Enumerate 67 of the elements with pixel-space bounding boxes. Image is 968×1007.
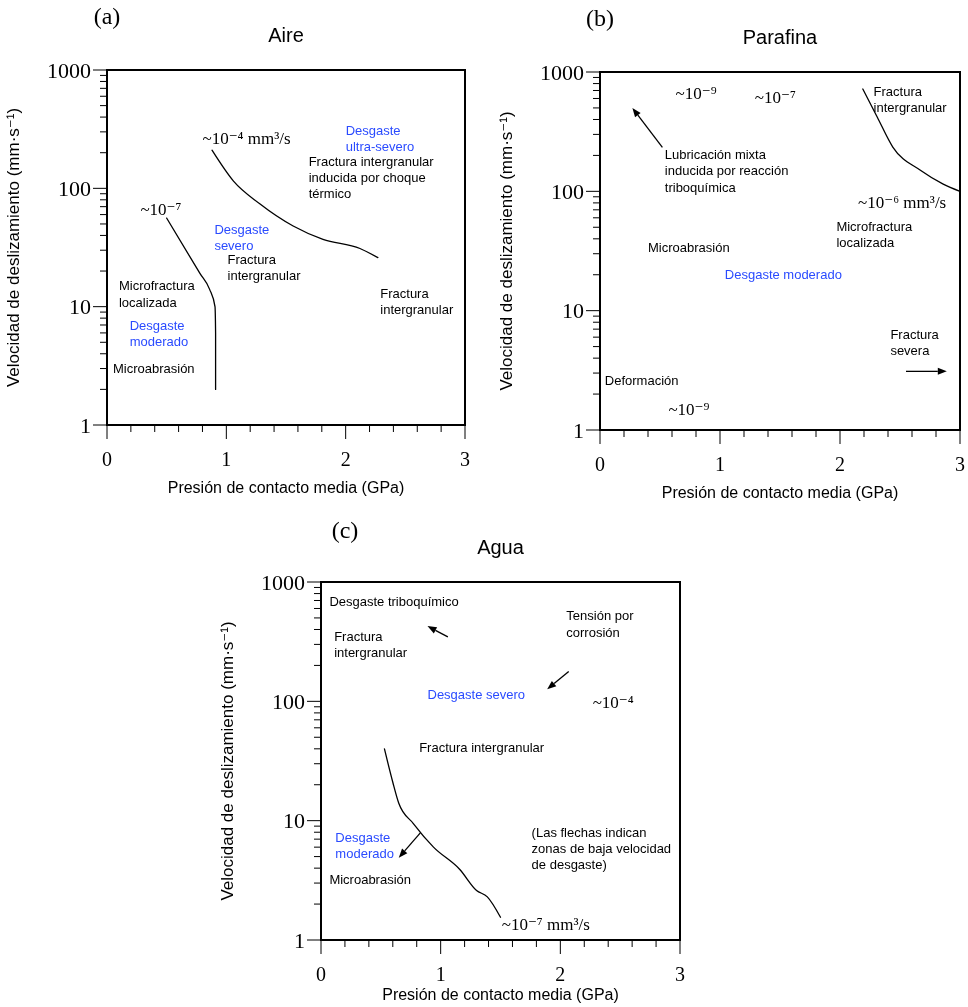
x-tick-label: 0	[102, 448, 112, 470]
y-tick-label: 1	[294, 927, 305, 953]
y-axis-title: Velocidad de deslizamiento (mm·s⁻¹)	[497, 111, 516, 391]
annotation: Desgaste moderado	[335, 830, 394, 862]
annotation: Microfractura localizada	[118, 278, 196, 310]
annotation: Fractura intergranular	[227, 252, 302, 284]
y-tick-label: 1	[573, 417, 584, 443]
y-tick-label: 1000	[261, 569, 305, 595]
annotation: Desgaste ultra-severo	[345, 122, 415, 154]
y-tick-label: 1000	[47, 57, 91, 83]
series-label: ~10⁻⁶ mm³/s	[858, 193, 947, 213]
x-tick-label: 2	[340, 448, 351, 470]
series-label: ~10⁻⁷	[140, 199, 182, 219]
y-axis-title: Velocidad de deslizamiento (mm·s⁻¹)	[218, 621, 237, 901]
x-tick-label: 3	[675, 963, 685, 985]
y-tick-label: 100	[58, 176, 91, 202]
annotation: Desgaste moderado	[129, 317, 189, 349]
y-tick-label: 1000	[540, 59, 584, 85]
x-tick-label: 2	[835, 453, 845, 475]
text: (b)	[586, 5, 614, 31]
x-tick-label: 0	[316, 963, 326, 985]
x-axis-title: Presión de contacto media (GPa)	[661, 484, 899, 501]
annotation: Desgaste severo	[214, 221, 270, 254]
x-axis-title: Presión de contacto media (GPa)	[167, 479, 405, 496]
annotation: Fractura severa	[890, 327, 940, 359]
annotation: ~10⁻⁹	[668, 399, 710, 419]
annotation: Fractura intergranular inducida por choque térmico	[308, 153, 435, 202]
y-tick-label: 100	[551, 179, 584, 205]
annotation: Desgaste triboquímico	[329, 593, 459, 609]
annotation: Microabrasión	[329, 872, 412, 888]
chart-title: Agua	[477, 536, 525, 558]
text: (a)	[93, 3, 121, 29]
annotation: Fractura intergranular	[334, 628, 408, 661]
y-tick-label: 100	[272, 689, 305, 715]
x-tick-label: 2	[555, 963, 566, 985]
annotation: (Las flechas indican zonas de baja velocidad de desgaste)	[531, 824, 672, 873]
annotation: ~10⁻⁴	[592, 693, 634, 713]
annotation: Tensión por corrosión	[566, 608, 635, 640]
x-tick-label: 0	[595, 453, 605, 475]
annotation: Lubricación mixta inducida por reacción triboquímica	[664, 147, 789, 195]
annotation: ~10⁻⁹	[675, 84, 717, 104]
y-tick-label: 1	[80, 412, 91, 438]
x-tick-label: 3	[460, 448, 470, 470]
annotation: Desgaste severo	[427, 686, 526, 702]
y-tick-label: 10	[562, 298, 584, 324]
y-axis-title: Velocidad de deslizamiento (mm·s⁻¹)	[4, 107, 23, 388]
chart-title: Aire	[268, 24, 304, 46]
annotation: Microabrasión	[112, 361, 195, 377]
text: (c)	[331, 517, 359, 543]
y-tick-label: 10	[283, 808, 305, 834]
annotation: Fractura intergranular	[380, 285, 454, 317]
annotation: ~10⁻⁷	[754, 87, 796, 107]
x-tick-label: 1	[221, 448, 232, 470]
x-tick-label: 3	[955, 453, 965, 475]
x-tick-label: 1	[715, 453, 725, 475]
annotation: Microabrasión	[648, 239, 730, 255]
y-tick-label: 10	[69, 294, 91, 320]
series-label: ~10⁻⁴ mm³/s	[202, 129, 291, 149]
chart-title: Parafina	[742, 26, 819, 48]
annotation: Microfractura localizada	[836, 218, 914, 251]
annotation: Deformación	[604, 373, 679, 389]
annotation: Fractura intergranular	[873, 83, 948, 116]
x-tick-label: 1	[435, 963, 446, 985]
annotation: Fractura intergranular	[419, 740, 545, 756]
series-label: ~10⁻⁷ mm³/s	[501, 915, 590, 935]
annotation: Desgaste moderado	[724, 267, 842, 283]
x-axis-title: Presión de contacto media (GPa)	[382, 986, 619, 1003]
